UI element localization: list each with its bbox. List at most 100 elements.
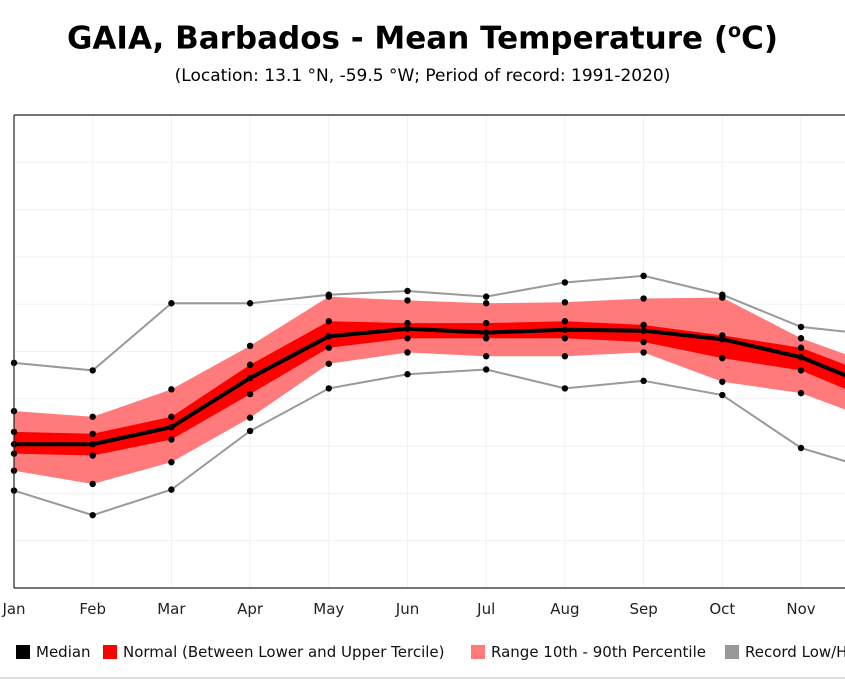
p10-point — [640, 349, 647, 356]
chart-subtitle: (Location: 13.1 °N, -59.5 °W; Period of … — [174, 66, 671, 86]
legend-swatch — [16, 645, 30, 659]
record-low-point — [325, 385, 332, 392]
p90-point — [797, 335, 805, 342]
chart-title-unit: C) — [741, 20, 779, 57]
lower-tercile-point — [89, 452, 96, 459]
record-high-point — [640, 272, 647, 280]
median-point — [797, 353, 805, 361]
p90-point — [89, 413, 96, 420]
p10-point — [483, 353, 490, 360]
legend-label: Median — [36, 643, 91, 661]
x-tick-label: Nov — [786, 600, 815, 618]
median-point — [246, 374, 254, 382]
p10-point — [561, 353, 569, 360]
upper-tercile-point — [89, 430, 96, 438]
upper-tercile-point — [797, 344, 805, 351]
record-high-point — [246, 300, 254, 307]
record-high-point — [168, 300, 175, 307]
p90-point — [325, 293, 332, 300]
chart-title-degree-sup: o — [728, 20, 742, 42]
x-tick-label: Sep — [629, 600, 657, 618]
upper-tercile-point — [640, 321, 647, 329]
median-point — [404, 325, 411, 332]
x-tick-label: May — [313, 600, 344, 618]
p90-point — [483, 300, 490, 307]
upper-tercile-point — [561, 318, 569, 325]
lower-tercile-point — [640, 338, 647, 346]
median-point — [168, 423, 175, 431]
p10-point — [719, 378, 726, 385]
lower-tercile-point — [404, 335, 411, 342]
p10-point — [325, 360, 332, 367]
x-tick-label: Aug — [550, 600, 579, 618]
upper-tercile-point — [168, 413, 175, 420]
upper-tercile-point — [483, 319, 490, 327]
record-high-point — [797, 323, 805, 331]
p90-point — [561, 299, 569, 306]
p90-point — [640, 295, 647, 302]
median-point — [89, 441, 96, 448]
record-high-line — [13, 274, 845, 372]
median-point — [325, 333, 332, 340]
x-tick-label: Apr — [237, 600, 264, 618]
x-tick-label: Oct — [709, 600, 735, 618]
chart-title-main: GAIA, Barbados - Mean Temperature ( — [66, 20, 729, 57]
median-point — [561, 326, 569, 333]
lower-tercile-point — [561, 335, 569, 342]
legend-swatch — [725, 645, 739, 659]
lower-tercile-point — [483, 335, 490, 342]
legend-swatch — [471, 645, 485, 659]
upper-tercile-point — [325, 318, 332, 325]
lower-tercile-point — [719, 354, 726, 362]
lower-tercile-point — [797, 367, 805, 374]
p90-point — [168, 386, 175, 393]
record-low-point — [89, 511, 96, 519]
point-layer — [10, 272, 805, 519]
lower-tercile-point — [325, 344, 332, 351]
p90-point — [719, 294, 726, 301]
record-low-line — [13, 368, 845, 517]
percentile-range-band — [14, 296, 845, 484]
record-low-point — [404, 371, 411, 378]
record-low-point — [719, 391, 726, 399]
p10-point — [89, 480, 96, 488]
p10-point — [797, 389, 805, 397]
p10-point — [168, 458, 175, 466]
record-low-point — [483, 366, 490, 373]
x-tick-label: Feb — [79, 600, 106, 618]
record-high-point — [561, 279, 569, 286]
upper-tercile-point — [246, 361, 254, 368]
lower-tercile-point — [246, 390, 254, 398]
record-high-point — [483, 293, 490, 300]
p90-point — [404, 297, 411, 304]
x-tick-label: Mar — [157, 600, 186, 618]
x-tick-label: Jan — [1, 600, 25, 618]
axes: JanFebMarAprMayJunJulAugSepOctNovDec — [1, 114, 845, 618]
x-tick-label: Jul — [476, 600, 495, 618]
p90-point — [246, 342, 254, 350]
legend: Median Normal (Between Lower and Upper Te… — [0, 643, 845, 679]
record-low-point — [561, 385, 569, 392]
record-low-point — [246, 427, 254, 435]
chart-title: GAIA, Barbados - Mean Temperature (oC) — [0, 20, 845, 56]
median-point — [719, 336, 726, 343]
x-tick-label: Jun — [395, 600, 419, 618]
record-low-point — [640, 377, 647, 385]
band-layer — [14, 296, 845, 484]
record-high-point — [89, 367, 96, 374]
p10-point — [404, 349, 411, 356]
lower-tercile-point — [168, 436, 175, 443]
median-line — [14, 326, 845, 447]
legend-label: Range 10th - 90th Percentile — [491, 643, 706, 661]
p10-point — [246, 414, 254, 421]
record-low-point — [797, 444, 805, 452]
legend-swatch — [103, 645, 117, 659]
legend-label: Record Low/High — [745, 643, 845, 661]
median-point — [640, 327, 647, 334]
legend-label: Normal (Between Lower and Upper Tercile) — [123, 643, 445, 661]
line-layer — [13, 274, 845, 517]
record-high-point — [404, 287, 411, 295]
record-low-point — [168, 486, 175, 493]
median-point — [483, 329, 490, 336]
